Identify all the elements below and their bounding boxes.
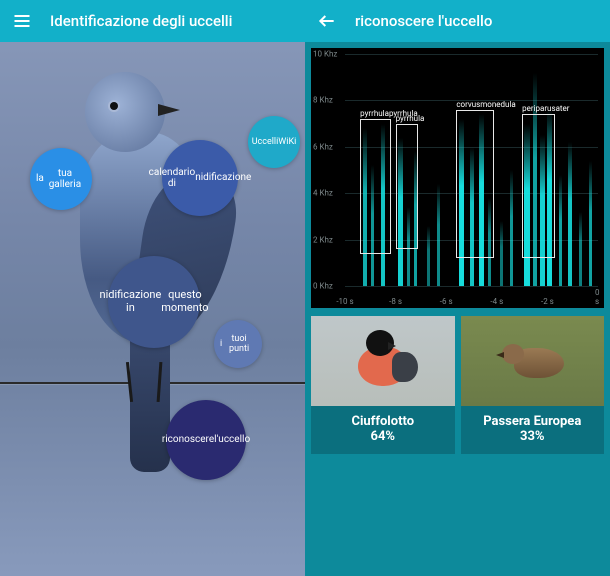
y-tick-label: 4 Khz — [313, 189, 333, 198]
y-tick-label: 2 Khz — [313, 235, 333, 244]
detection-box[interactable] — [522, 114, 555, 258]
bubble-calendar[interactable]: calendario dinidificazione — [162, 140, 238, 216]
result-text: Ciuffolotto64% — [347, 406, 418, 454]
y-tick-label: 8 Khz — [313, 96, 333, 105]
y-tick-label: 6 Khz — [313, 142, 333, 151]
y-tick-label: 0 Khz — [313, 282, 333, 291]
result-thumb — [461, 316, 605, 406]
spectrogram-energy — [568, 142, 572, 286]
spectrogram-energy — [589, 161, 592, 286]
bubble-points[interactable]: ituoi punti — [214, 320, 262, 368]
detection-box[interactable] — [456, 110, 494, 258]
detection-label: pyrrhula — [396, 114, 425, 123]
result-name: Passera Europea — [483, 414, 581, 429]
result-card-sparrow[interactable]: Passera Europea33% — [461, 316, 605, 454]
result-text: Passera Europea33% — [479, 406, 585, 454]
menu-icon[interactable] — [12, 11, 32, 31]
spectrogram-energy — [500, 221, 503, 286]
detection-box[interactable] — [360, 119, 390, 254]
recognition-panel: riconoscere l'uccello 0 Khz 2 Khz 4 Khz 6 K… — [305, 0, 610, 576]
y-tick-label: 10 Khz — [313, 50, 337, 59]
appbar-right-title: riconoscere l'uccello — [355, 12, 492, 30]
bubble-nesting[interactable]: nidificazione inquesto momento — [108, 256, 200, 348]
results-row: Ciuffolotto64% Passera Europea33% — [305, 308, 610, 462]
bubble-recognize[interactable]: riconoscerel'uccello — [166, 400, 246, 480]
x-tick-label: -8 s — [389, 297, 402, 306]
x-tick-label: -4 s — [490, 297, 503, 306]
detection-label: periparusater — [522, 104, 569, 113]
detection-box[interactable] — [396, 124, 419, 249]
x-tick-label: -2 s — [541, 297, 554, 306]
back-icon[interactable] — [317, 11, 337, 31]
appbar-right: riconoscere l'uccello — [305, 0, 610, 42]
result-pct: 33% — [483, 429, 581, 444]
spectrogram-energy — [427, 226, 430, 286]
spectrogram[interactable]: 0 Khz 2 Khz 4 Khz 6 Khz 8 Khz 10 Khz -10 s -8 s… — [311, 48, 604, 308]
appbar-left: Identificazione degli uccelli — [0, 0, 305, 42]
result-name: Ciuffolotto — [351, 414, 414, 429]
bubble-wiki[interactable]: UccelliWiKi — [248, 116, 300, 168]
x-tick-label: -6 s — [440, 297, 453, 306]
detection-label: corvusmonedula — [456, 100, 515, 109]
identification-panel: Identificazione degli uccelli latua gall… — [0, 0, 305, 576]
x-tick-label: 0 s — [595, 288, 601, 306]
spectrogram-energy — [510, 170, 513, 286]
spectrogram-energy — [437, 184, 440, 286]
x-tick-label: -10 s — [336, 297, 353, 306]
gridline — [345, 54, 598, 55]
gridline — [345, 286, 598, 287]
result-card-bullfinch[interactable]: Ciuffolotto64% — [311, 316, 455, 454]
result-pct: 64% — [351, 429, 414, 444]
result-thumb — [311, 316, 455, 406]
spectrogram-energy — [559, 175, 562, 286]
bubble-gallery[interactable]: latua galleria — [30, 148, 92, 210]
spectrogram-energy — [579, 212, 582, 286]
appbar-left-title: Identificazione degli uccelli — [50, 12, 232, 30]
